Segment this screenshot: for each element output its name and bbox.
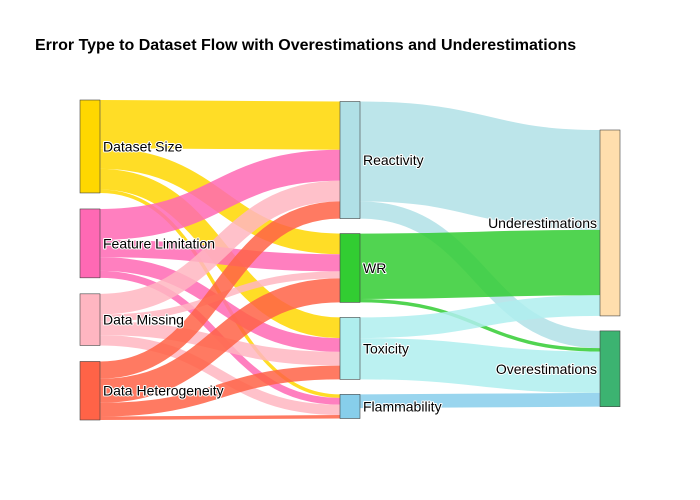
node-un[interactable] (599, 129, 621, 317)
link-dm-to-fm[interactable] (99, 335, 341, 416)
link-re-to-un[interactable] (359, 101, 601, 230)
node-wr[interactable] (339, 233, 361, 303)
node-label-wr: WR (363, 260, 386, 276)
node-label-tx: Toxicity (363, 340, 409, 356)
link-ds-to-re[interactable] (99, 99, 341, 150)
node-label-re: Reactivity (363, 152, 424, 168)
node-fl[interactable] (79, 208, 101, 279)
node-label-dh: Data Heterogeneity (103, 383, 224, 399)
link-wr-to-un[interactable] (359, 229, 601, 299)
node-tx[interactable] (339, 317, 361, 380)
link-fl-to-re[interactable] (99, 149, 341, 240)
link-dm-to-re[interactable] (99, 180, 341, 315)
link-fl-to-tx[interactable] (99, 257, 341, 352)
node-ov[interactable] (599, 330, 621, 407)
node-label-fm: Flammability (363, 398, 442, 414)
nodes-layer (79, 99, 621, 421)
link-dh-to-tx[interactable] (99, 365, 341, 417)
node-label-un: Underestimations (488, 215, 597, 231)
node-label-ov: Overestimations (496, 361, 597, 377)
link-tx-to-un[interactable] (359, 295, 601, 339)
chart-title: Error Type to Dataset Flow with Overesti… (35, 37, 576, 54)
node-dh[interactable] (79, 361, 101, 421)
link-dh-to-fm[interactable] (99, 415, 341, 420)
labels-layer: Dataset Size Feature Limitation Data Missi… (102, 137, 598, 415)
link-dh-to-re[interactable] (99, 201, 341, 379)
node-ds[interactable] (79, 99, 101, 194)
node-dm[interactable] (79, 293, 101, 346)
node-label-ds: Dataset Size (103, 138, 183, 154)
links-layer (99, 99, 601, 420)
link-tx-to-ov[interactable] (359, 338, 601, 393)
link-fm-to-ov[interactable] (359, 392, 601, 409)
link-dh-to-wr[interactable] (99, 278, 341, 403)
node-label-fl: Feature Limitation (103, 235, 215, 251)
node-label-dm: Data Missing (103, 312, 184, 328)
node-fm[interactable] (339, 394, 361, 419)
node-re[interactable] (339, 101, 361, 219)
